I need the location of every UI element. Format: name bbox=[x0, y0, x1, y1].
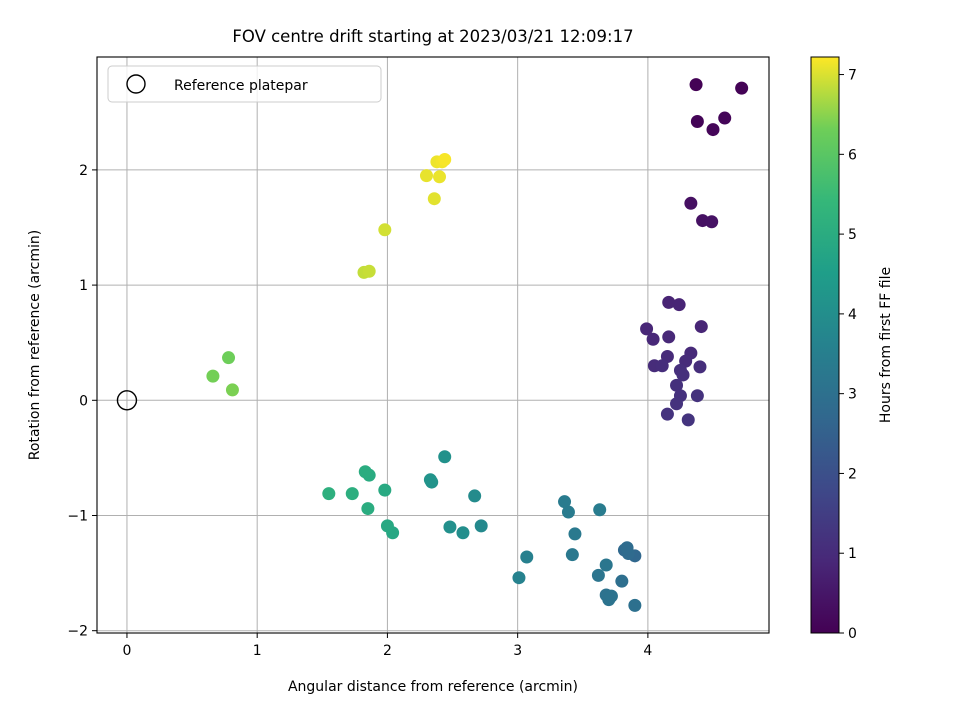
x-tick-label: 1 bbox=[253, 643, 262, 659]
data-point bbox=[558, 495, 572, 509]
y-tick-label: 0 bbox=[79, 393, 88, 409]
data-point bbox=[640, 322, 654, 336]
data-point bbox=[718, 111, 732, 125]
data-point bbox=[206, 369, 220, 383]
data-point bbox=[423, 473, 437, 487]
data-point bbox=[672, 298, 686, 312]
data-point bbox=[380, 519, 394, 533]
data-point bbox=[705, 215, 719, 229]
reference-marker-layer bbox=[116, 390, 138, 411]
data-point bbox=[615, 574, 629, 588]
data-point bbox=[358, 465, 372, 479]
y-tick-label: 1 bbox=[79, 278, 88, 294]
colorbar: 0 1 2 3 4 5 6 7 Hours from first FF file bbox=[810, 56, 894, 642]
data-point bbox=[438, 450, 452, 464]
data-point bbox=[670, 397, 684, 411]
data-point bbox=[520, 550, 534, 564]
data-point bbox=[512, 571, 526, 585]
y-axis-ticks: −2 −1 0 1 2 bbox=[67, 163, 97, 640]
data-point bbox=[419, 169, 433, 183]
colorbar-ticks: 0 1 2 3 4 5 6 7 bbox=[839, 68, 857, 642]
legend: Reference platepar bbox=[107, 65, 382, 103]
data-point bbox=[591, 568, 605, 582]
x-tick-label: 4 bbox=[643, 643, 652, 659]
colorbar-label: Hours from first FF file bbox=[878, 267, 894, 423]
y-tick-label: −2 bbox=[67, 624, 88, 640]
data-point bbox=[599, 558, 613, 572]
colorbar-tick-label: 0 bbox=[848, 626, 857, 642]
data-point bbox=[593, 503, 607, 517]
x-tick-label: 3 bbox=[513, 643, 522, 659]
data-point bbox=[345, 487, 359, 501]
colorbar-tick-label: 4 bbox=[848, 307, 857, 323]
plot-frame bbox=[96, 56, 770, 634]
y-axis-label: Rotation from reference (arcmin) bbox=[27, 230, 43, 460]
colorbar-tick-label: 1 bbox=[848, 546, 857, 562]
legend-reference-marker bbox=[126, 74, 146, 94]
data-point bbox=[646, 332, 660, 346]
data-point bbox=[690, 389, 704, 403]
colorbar-tick-label: 3 bbox=[848, 387, 857, 403]
data-point bbox=[222, 351, 236, 365]
colorbar-gradient bbox=[810, 56, 840, 634]
chart-title: FOV centre drift starting at 2023/03/21 … bbox=[232, 27, 633, 46]
data-point bbox=[690, 115, 704, 129]
data-point bbox=[361, 502, 375, 516]
data-point bbox=[655, 359, 669, 373]
data-point bbox=[681, 413, 695, 427]
data-point bbox=[438, 153, 452, 167]
data-point bbox=[433, 170, 447, 184]
colorbar-tick-label: 5 bbox=[848, 227, 857, 243]
data-point bbox=[689, 78, 703, 92]
colorbar-tick-label: 2 bbox=[848, 466, 857, 482]
data-point bbox=[362, 264, 376, 278]
x-tick-label: 0 bbox=[122, 643, 131, 659]
x-tick-label: 2 bbox=[383, 643, 392, 659]
data-point bbox=[735, 81, 749, 95]
reference-platepar-marker bbox=[116, 390, 138, 411]
data-point bbox=[474, 519, 488, 533]
data-point bbox=[378, 223, 392, 237]
colorbar-tick-label: 6 bbox=[848, 147, 857, 163]
data-point bbox=[378, 483, 392, 497]
legend-entry-reference: Reference platepar bbox=[174, 78, 308, 94]
data-point bbox=[693, 360, 707, 374]
data-point bbox=[628, 598, 642, 612]
data-point bbox=[684, 196, 698, 210]
data-point bbox=[427, 192, 441, 206]
data-point bbox=[225, 383, 239, 397]
legend-box bbox=[107, 65, 382, 103]
data-point bbox=[662, 295, 676, 309]
data-point bbox=[662, 330, 676, 344]
data-point bbox=[468, 489, 482, 503]
data-point bbox=[706, 123, 720, 137]
data-point bbox=[456, 526, 470, 540]
data-point bbox=[660, 407, 674, 421]
data-points bbox=[206, 78, 749, 612]
data-point bbox=[568, 527, 582, 541]
data-point bbox=[604, 589, 618, 603]
data-point bbox=[676, 368, 690, 382]
data-point bbox=[322, 487, 336, 501]
data-point bbox=[565, 548, 579, 562]
y-tick-label: −1 bbox=[67, 508, 88, 524]
data-point bbox=[443, 520, 457, 534]
x-axis-ticks: 0 1 2 3 4 bbox=[122, 633, 652, 659]
data-point bbox=[694, 320, 708, 334]
grid-lines bbox=[97, 57, 769, 633]
colorbar-tick-label: 7 bbox=[848, 68, 857, 84]
data-point bbox=[561, 505, 575, 519]
data-point bbox=[670, 378, 684, 392]
x-axis-label: Angular distance from reference (arcmin) bbox=[288, 679, 578, 695]
data-point bbox=[620, 541, 634, 555]
y-tick-label: 2 bbox=[79, 163, 88, 179]
